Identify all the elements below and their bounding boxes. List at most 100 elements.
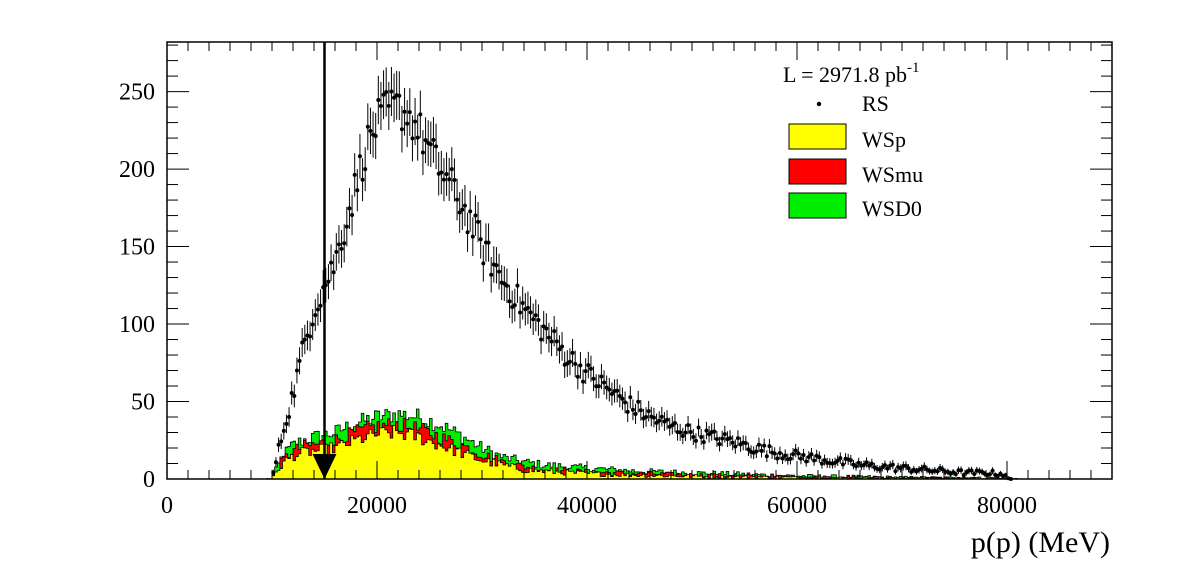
rs-point bbox=[885, 464, 890, 473]
rs-point bbox=[696, 418, 701, 437]
cut-marker bbox=[312, 42, 337, 479]
rs-point bbox=[554, 326, 559, 357]
rs-point bbox=[536, 304, 541, 336]
rs-point bbox=[714, 431, 719, 447]
legend-entry-rs: RS bbox=[816, 91, 889, 116]
rs-point bbox=[735, 430, 740, 447]
y-tick-label: 200 bbox=[119, 157, 155, 183]
rs-point bbox=[384, 67, 389, 117]
rs-point bbox=[762, 438, 767, 453]
rs-point bbox=[315, 293, 320, 326]
rs-point bbox=[777, 446, 782, 460]
rs-point bbox=[386, 81, 391, 130]
rs-point bbox=[541, 310, 546, 342]
rs-point bbox=[728, 430, 733, 447]
rs-point bbox=[798, 453, 803, 465]
rs-point bbox=[373, 112, 378, 160]
rs-point bbox=[575, 364, 580, 390]
rs-point bbox=[896, 462, 901, 472]
rs-point bbox=[334, 233, 339, 271]
rs-point bbox=[788, 453, 793, 465]
rs-point bbox=[512, 288, 517, 322]
rs-point bbox=[360, 158, 365, 202]
rs-point bbox=[596, 374, 601, 399]
rs-point bbox=[297, 347, 302, 375]
rs-point bbox=[591, 366, 596, 392]
y-tick-label: 100 bbox=[119, 312, 155, 338]
rs-point bbox=[646, 400, 651, 422]
rs-point bbox=[441, 158, 446, 202]
rs-point bbox=[405, 100, 410, 148]
rs-point bbox=[476, 201, 481, 242]
rs-point bbox=[468, 191, 473, 232]
rs-point bbox=[746, 442, 751, 457]
rs-point bbox=[365, 103, 370, 151]
rs-point bbox=[462, 185, 467, 227]
plot-frame bbox=[166, 41, 1113, 480]
rs-point bbox=[804, 456, 809, 467]
rs-point bbox=[539, 324, 544, 355]
luminosity-label: L = 2971.8 pb-1 bbox=[783, 60, 920, 87]
rs-point bbox=[903, 461, 908, 471]
legend-swatch-wsmu bbox=[788, 158, 847, 185]
rs-point bbox=[809, 448, 814, 461]
rs-point bbox=[407, 88, 412, 136]
stacked-histograms bbox=[266, 408, 1018, 480]
rs-point bbox=[651, 407, 656, 428]
rs-point bbox=[699, 428, 704, 446]
rs-point bbox=[402, 87, 407, 136]
rs-point bbox=[791, 447, 796, 461]
rs-point bbox=[449, 147, 454, 192]
legend-marker-rs bbox=[816, 101, 822, 107]
legend-swatch-wsp bbox=[788, 123, 847, 150]
x-tick-label: 40000 bbox=[557, 493, 617, 519]
rs-point bbox=[609, 382, 614, 406]
rs-point bbox=[418, 90, 423, 139]
rs-point bbox=[793, 443, 798, 458]
rs-point bbox=[397, 71, 402, 121]
rs-point bbox=[801, 448, 806, 462]
rs-point bbox=[520, 286, 525, 320]
y-tick-label: 250 bbox=[119, 80, 155, 106]
rs-point bbox=[890, 459, 895, 470]
rs-point bbox=[444, 152, 449, 196]
rs-point bbox=[759, 444, 764, 458]
rs-point bbox=[898, 464, 903, 473]
rs-point bbox=[730, 435, 735, 451]
rs-point bbox=[342, 224, 347, 263]
rs-point bbox=[423, 117, 428, 164]
legend-entry-wsmu: WSmu bbox=[788, 158, 923, 187]
rs-point bbox=[457, 192, 462, 233]
rs-point bbox=[347, 187, 352, 229]
rs-point bbox=[560, 332, 565, 361]
rs-point bbox=[864, 457, 869, 468]
legend-label: WSD0 bbox=[862, 196, 922, 221]
rs-point bbox=[688, 423, 693, 441]
rs-point bbox=[460, 189, 465, 231]
rs-point bbox=[701, 434, 706, 450]
rs-point bbox=[552, 315, 557, 347]
rs-point bbox=[533, 299, 538, 332]
rs-point bbox=[620, 387, 625, 410]
rs-point bbox=[473, 195, 478, 236]
rs-point bbox=[339, 229, 344, 268]
rs-point bbox=[399, 105, 404, 153]
rs-point bbox=[573, 350, 578, 378]
rs-point bbox=[644, 407, 649, 427]
rs-point bbox=[279, 433, 284, 450]
rs-point bbox=[531, 303, 536, 336]
rs-point bbox=[281, 422, 286, 440]
rs-point bbox=[678, 423, 683, 441]
rs-point bbox=[604, 375, 609, 400]
rs-point bbox=[720, 430, 725, 447]
rs-point bbox=[835, 455, 840, 466]
rs-point bbox=[284, 414, 289, 434]
rs-point bbox=[704, 421, 709, 440]
rs-point bbox=[767, 439, 772, 454]
rs-point bbox=[525, 291, 530, 325]
rs-point bbox=[478, 220, 483, 259]
rs-point bbox=[544, 313, 549, 344]
rs-point bbox=[378, 81, 383, 131]
